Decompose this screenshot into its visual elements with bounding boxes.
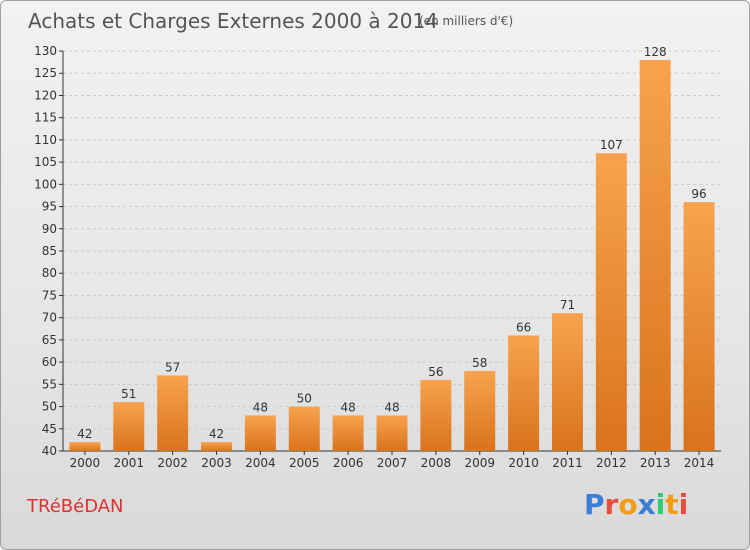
data-label: 48 xyxy=(340,400,355,414)
bar xyxy=(420,379,452,451)
x-tick-label: 2000 xyxy=(70,456,101,470)
y-tick-label: 75 xyxy=(42,288,57,302)
commune-name: TRéBéDAN xyxy=(27,496,124,517)
y-tick-label: 120 xyxy=(34,88,57,102)
data-label: 50 xyxy=(297,392,312,406)
data-label: 57 xyxy=(165,360,180,374)
data-label: 66 xyxy=(516,320,531,334)
data-label: 48 xyxy=(253,400,268,414)
y-tick-label: 45 xyxy=(42,422,57,436)
y-tick-label: 50 xyxy=(42,400,57,414)
logo-letter: o xyxy=(618,488,638,521)
bar xyxy=(551,313,583,451)
logo-letter: r xyxy=(604,488,619,521)
x-tick-label: 2005 xyxy=(289,456,320,470)
chart-subtitle: (en milliers d'€) xyxy=(419,14,514,28)
bar xyxy=(113,402,145,451)
logo-letter: i xyxy=(678,488,689,521)
x-tick-label: 2012 xyxy=(596,456,627,470)
logo-letter: t xyxy=(665,488,679,521)
x-tick-label: 2014 xyxy=(684,456,715,470)
x-tick-label: 2011 xyxy=(552,456,583,470)
bar xyxy=(157,375,189,451)
bar xyxy=(288,406,320,451)
data-label: 107 xyxy=(600,138,623,152)
logo-letter: x xyxy=(637,488,656,521)
x-tick-label: 2003 xyxy=(201,456,232,470)
bar xyxy=(201,442,233,451)
x-tick-label: 2009 xyxy=(464,456,495,470)
x-tick-label: 2013 xyxy=(640,456,671,470)
logo-letter: i xyxy=(655,488,666,521)
bar xyxy=(683,202,715,451)
data-label: 42 xyxy=(209,427,224,441)
y-tick-label: 95 xyxy=(42,200,57,214)
y-tick-label: 90 xyxy=(42,222,57,236)
y-tick-label: 115 xyxy=(34,111,57,125)
y-tick-label: 110 xyxy=(34,133,57,147)
data-label: 128 xyxy=(644,45,667,59)
y-tick-label: 125 xyxy=(34,66,57,80)
data-label: 96 xyxy=(691,187,706,201)
y-tick-label: 65 xyxy=(42,333,57,347)
proxiti-logo[interactable]: Proxiti xyxy=(584,488,688,521)
chart-title: Achats et Charges Externes 2000 à 2014 xyxy=(28,9,438,33)
bar xyxy=(508,335,540,451)
data-label: 58 xyxy=(472,356,487,370)
data-label: 71 xyxy=(560,298,575,312)
x-tick-label: 2008 xyxy=(421,456,452,470)
data-label: 42 xyxy=(77,427,92,441)
logo-letter: P xyxy=(584,488,605,521)
data-label: 48 xyxy=(384,400,399,414)
bar xyxy=(332,415,364,451)
y-tick-label: 40 xyxy=(42,444,57,458)
bar xyxy=(376,415,408,451)
x-tick-label: 2001 xyxy=(114,456,145,470)
x-tick-label: 2002 xyxy=(157,456,188,470)
y-tick-label: 105 xyxy=(34,155,57,169)
x-tick-label: 2010 xyxy=(508,456,539,470)
y-tick-label: 130 xyxy=(34,44,57,58)
bar xyxy=(639,59,671,452)
data-label: 56 xyxy=(428,365,443,379)
bar xyxy=(595,153,627,451)
bar xyxy=(464,371,496,451)
y-tick-label: 85 xyxy=(42,244,57,258)
x-tick-label: 2004 xyxy=(245,456,276,470)
y-tick-label: 55 xyxy=(42,377,57,391)
x-tick-label: 2006 xyxy=(333,456,364,470)
y-tick-label: 100 xyxy=(34,177,57,191)
y-tick-label: 80 xyxy=(42,266,57,280)
y-tick-label: 70 xyxy=(42,311,57,325)
bar xyxy=(244,415,276,451)
x-tick-label: 2007 xyxy=(377,456,408,470)
bar xyxy=(69,442,101,451)
data-label: 51 xyxy=(121,387,136,401)
y-tick-label: 60 xyxy=(42,355,57,369)
